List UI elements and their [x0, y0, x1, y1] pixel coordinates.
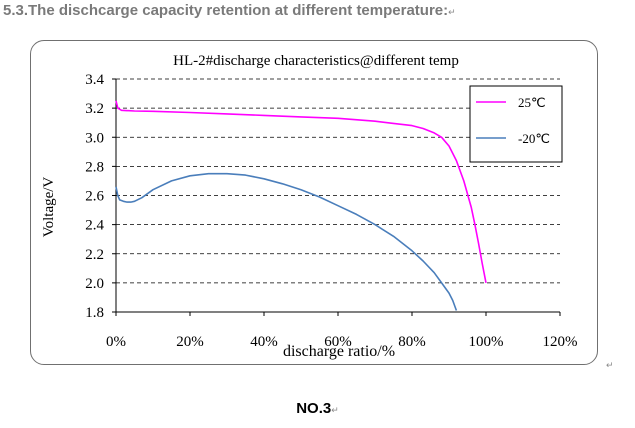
paragraph-mark-icon: ↵ [331, 405, 339, 415]
x-tick-label: 40% [250, 334, 278, 350]
figure-caption: NO.3↵ [0, 400, 635, 417]
y-tick-label: 2.6 [85, 189, 104, 205]
x-tick-label: 100% [469, 334, 504, 350]
y-tick-label: 1.8 [85, 305, 104, 321]
y-tick-label: 2.4 [85, 218, 104, 234]
legend: 25℃ -20℃ [469, 85, 563, 163]
y-tick-label: 3.2 [85, 101, 104, 117]
y-tick-label: 2.2 [85, 247, 104, 263]
chart-title: HL-2#discharge characteristics@different… [173, 53, 459, 69]
y-tick-label: 2.0 [85, 276, 104, 292]
y-tick-label: 2.8 [85, 159, 104, 175]
y-tick-label: 3.4 [85, 72, 104, 88]
x-tick-label: 80% [398, 334, 426, 350]
x-axis-label: discharge ratio/% [283, 343, 395, 360]
y-axis-label: Voltage/V [41, 177, 57, 238]
paragraph-mark-icon: ↵ [448, 7, 456, 17]
legend-label: 25℃ [518, 95, 546, 110]
section-heading-text: 5.3.The dischcarge capacity retention at… [3, 2, 449, 19]
return-mark-icon: ↵ [606, 360, 614, 370]
x-tick-label: 20% [176, 334, 204, 350]
x-tick-label: 60% [324, 334, 352, 350]
legend-box [469, 85, 563, 163]
grid-lines [116, 78, 560, 284]
legend-label: -20℃ [518, 131, 550, 146]
tick-labels: 1.8 2.0 2.2 2.4 2.6 2.8 3.0 3.2 3.4 0% 20% 40% 60% 80… [85, 72, 577, 350]
discharge-chart: HL-2#discharge characteristics@different… [41, 53, 578, 360]
y-tick-label: 3.0 [85, 130, 104, 146]
series-line-25c [115, 100, 487, 284]
series-line-minus20c [115, 172, 458, 311]
axes [112, 78, 561, 316]
figure-caption-text: NO.3 [296, 400, 332, 417]
x-tick-label: 120% [543, 334, 578, 350]
section-heading: 5.3.The dischcarge capacity retention at… [3, 2, 456, 19]
series-lines [115, 100, 487, 311]
x-tick-label: 0% [106, 334, 126, 350]
